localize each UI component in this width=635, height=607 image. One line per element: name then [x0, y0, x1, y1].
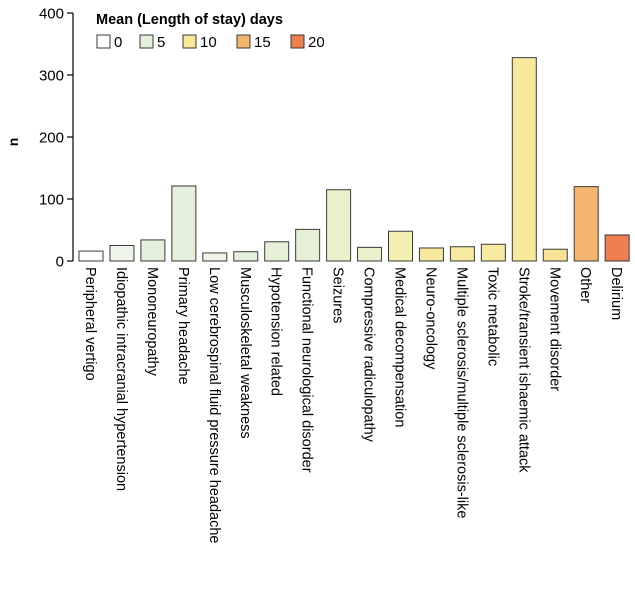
legend-label: 15 — [254, 34, 271, 51]
y-tick-label: 100 — [39, 192, 64, 209]
x-tick-label: Functional neurological disorder — [299, 267, 315, 473]
x-tick-label: Seizures — [330, 267, 346, 323]
legend-label: 20 — [308, 34, 325, 51]
x-tick-label: Stroke/transient ishaemic attack — [515, 267, 531, 473]
x-tick-label: Low cerebrospinal fluid pressure headach… — [206, 267, 222, 543]
legend-title: Mean (Length of stay) days — [96, 12, 283, 28]
x-tick-label: Toxic metabolic — [484, 267, 500, 366]
bar — [388, 230, 413, 262]
x-tick-label: Medical decompensation — [392, 267, 408, 427]
x-tick-label: Idiopathic intracranial hypertension — [113, 267, 129, 491]
bar — [480, 243, 506, 262]
y-axis: 0 100 200 300 400 — [39, 6, 74, 271]
legend-swatch — [236, 34, 251, 49]
x-tick-label: Other — [577, 267, 593, 303]
bar — [78, 250, 104, 262]
x-tick-label: Musculoskeletal weakness — [237, 267, 253, 439]
y-tick-label: 200 — [39, 130, 64, 147]
bar — [109, 245, 135, 262]
y-tick-label: 400 — [39, 6, 64, 23]
x-tick-label: Compressive radiculopathy — [361, 267, 377, 443]
bar — [449, 246, 475, 262]
bar — [326, 189, 352, 262]
x-tick-label: Multiple sclerosis/multiple sclerosis-li… — [453, 267, 469, 518]
y-axis-label: n — [5, 138, 21, 147]
bar — [604, 234, 630, 262]
bar — [511, 57, 537, 262]
x-tick-label: Movement disorder — [546, 267, 562, 391]
bars — [78, 57, 630, 262]
x-tick-label: Mononeuropathy — [144, 267, 160, 377]
x-tick-label: Peripheral vertigo — [82, 267, 98, 381]
legend-label: 10 — [200, 34, 217, 51]
y-tick-label: 0 — [56, 254, 64, 271]
legend-label: 0 — [114, 34, 122, 51]
x-tick-label: Delirium — [608, 267, 624, 320]
y-tick-label: 300 — [39, 68, 64, 85]
bar — [573, 186, 599, 262]
bar — [202, 252, 228, 262]
bar — [357, 246, 383, 262]
x-tick-label: Hypotension related — [268, 267, 284, 396]
legend-swatch — [139, 34, 154, 49]
x-tick-label: Primary headache — [175, 267, 191, 385]
x-tick-label: Neuro-oncology — [422, 267, 438, 370]
bar — [542, 248, 568, 262]
legend-label: 5 — [157, 34, 165, 51]
legend-swatch — [290, 34, 305, 49]
legend-swatch — [96, 34, 111, 49]
bar — [171, 185, 197, 262]
legend: Mean (Length of stay) days 0 5 10 15 20 — [96, 12, 325, 51]
legend-swatch — [182, 34, 197, 49]
bar — [418, 247, 444, 262]
bar — [264, 241, 290, 262]
bar — [233, 251, 259, 262]
x-axis-labels: Peripheral vertigo Idiopathic intracrania… — [82, 267, 624, 543]
bar — [295, 228, 321, 262]
bar — [140, 239, 166, 262]
